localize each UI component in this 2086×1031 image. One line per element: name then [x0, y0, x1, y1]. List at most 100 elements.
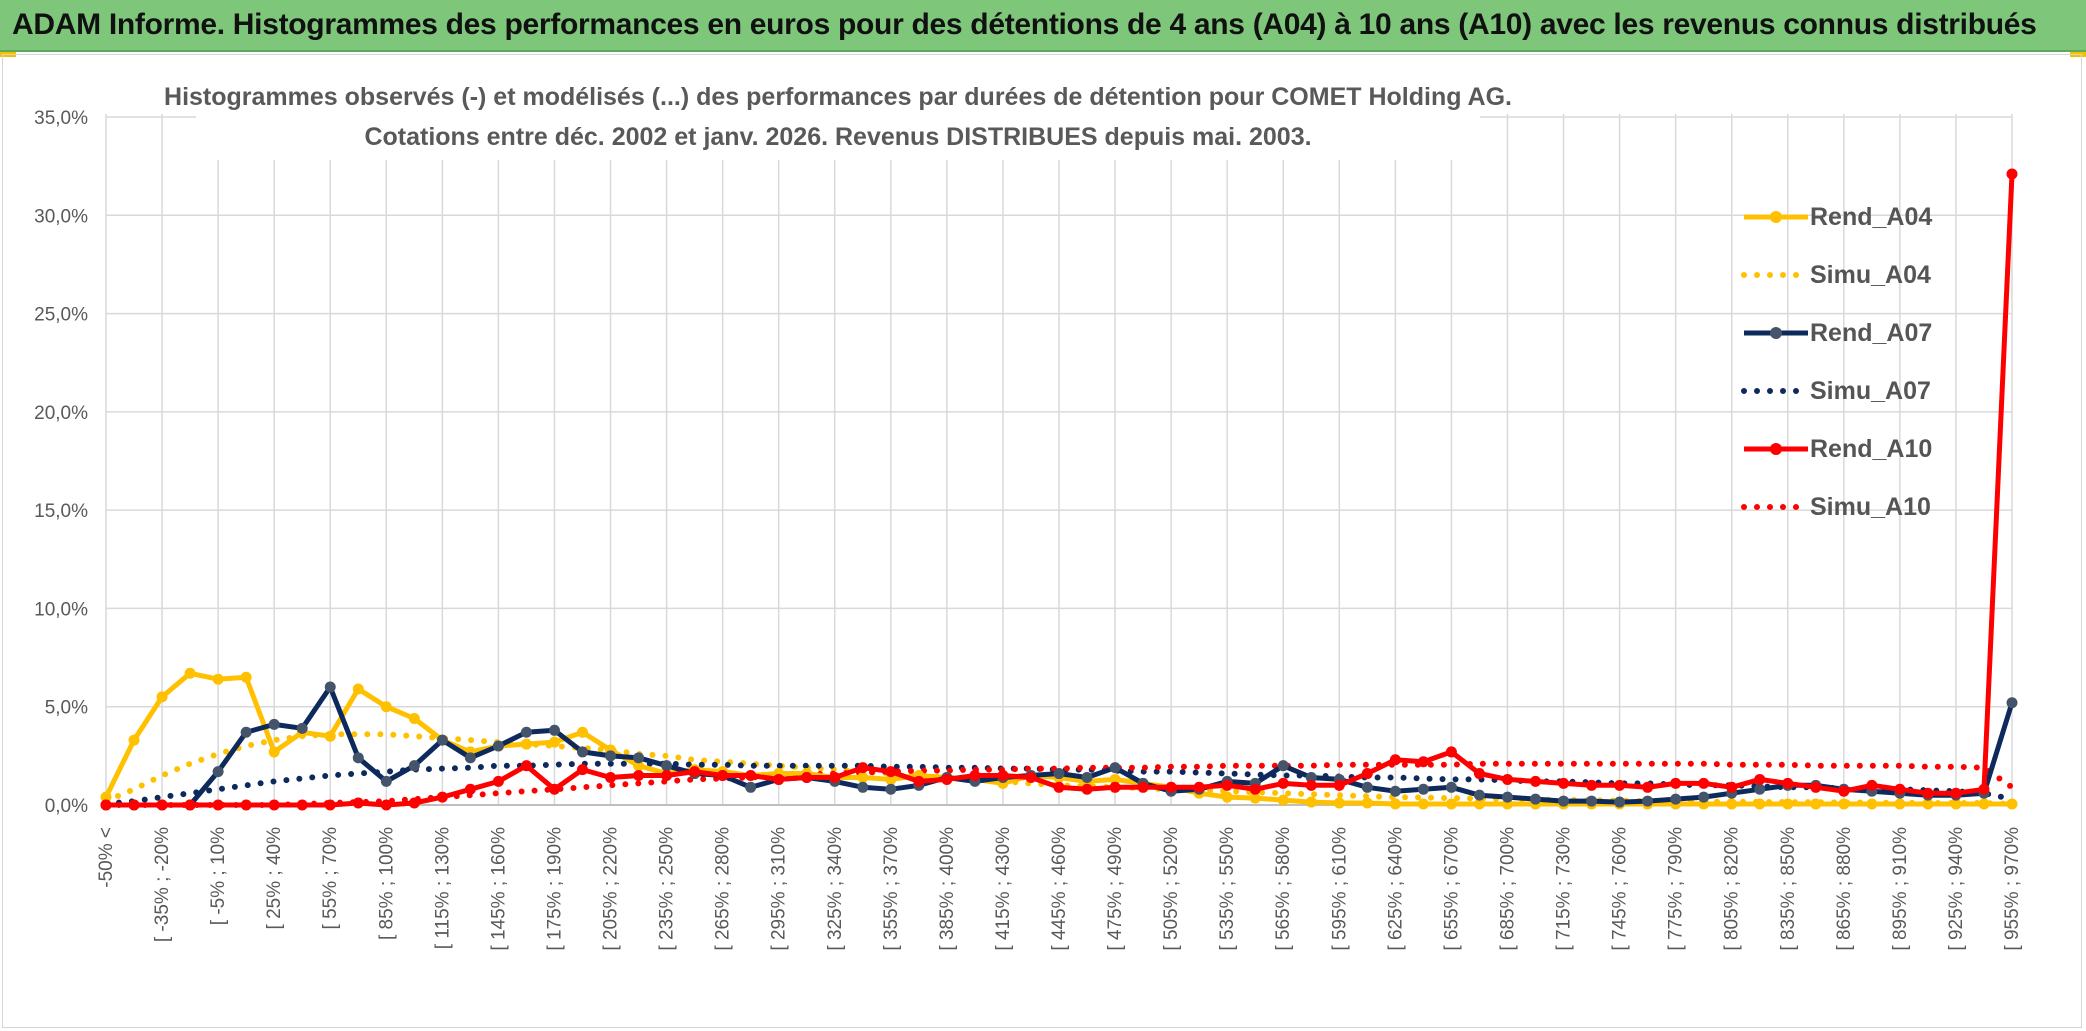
data-point-rend-a10 — [941, 773, 953, 785]
legend-item: Rend_A04 — [1730, 205, 1932, 263]
data-point-rend-a10 — [633, 770, 645, 782]
data-point-rend-a10 — [661, 770, 673, 782]
x-tick-label: [ 235% ; 250% — [657, 827, 678, 951]
data-point-rend-a07 — [2006, 697, 2018, 709]
x-tick-label: [ 655% ; 670% — [1441, 827, 1462, 951]
data-point-rend-a10 — [184, 799, 196, 811]
x-tick-label: [ -35% ; -20% — [152, 827, 173, 942]
data-point-rend-a07 — [1530, 793, 1541, 805]
data-point-rend-a07 — [464, 752, 476, 764]
x-tick-label: [ 355% ; 370% — [881, 827, 902, 951]
y-tick-label: 5,0% — [45, 698, 88, 719]
y-tick-label: 35,0% — [34, 108, 88, 129]
data-point-rend-a10 — [689, 766, 701, 778]
data-point-rend-a04 — [1417, 798, 1429, 810]
data-point-rend-a10 — [128, 799, 140, 811]
x-tick-label: [ 265% ; 280% — [713, 827, 734, 951]
data-point-rend-a07 — [352, 752, 364, 764]
report-title: ADAM Informe. Histogrammes des performan… — [12, 8, 2037, 41]
chart-frame — [2, 54, 2082, 1028]
data-point-rend-a10 — [1053, 781, 1065, 793]
y-tick-label: 0,0% — [45, 796, 88, 817]
legend-swatch — [1744, 211, 1808, 223]
data-point-rend-a10 — [156, 799, 168, 811]
data-point-rend-a07 — [1698, 791, 1710, 803]
data-point-rend-a10 — [913, 775, 925, 787]
x-tick-label: [ 625% ; 640% — [1385, 827, 1406, 951]
x-tick-label: [ 745% ; 760% — [1610, 827, 1631, 951]
legend-label: Simu_A04 — [1810, 261, 1931, 289]
data-point-rend-a07 — [1642, 795, 1654, 807]
x-tick-label: [ 835% ; 850% — [1778, 827, 1799, 951]
data-point-rend-a10 — [1642, 781, 1654, 793]
data-point-rend-a07 — [885, 783, 897, 795]
data-point-rend-a04 — [1445, 798, 1457, 810]
y-tick-label: 25,0% — [34, 305, 88, 326]
data-point-rend-a10 — [324, 799, 336, 811]
data-point-rend-a04 — [885, 773, 897, 785]
data-point-rend-a04 — [324, 730, 336, 742]
legend-label: Simu_A07 — [1810, 377, 1931, 405]
data-point-rend-a07 — [745, 781, 757, 793]
y-tick-label: 15,0% — [34, 501, 88, 522]
data-point-rend-a07 — [240, 726, 252, 738]
data-point-rend-a04 — [1109, 773, 1121, 785]
data-point-rend-a10 — [1726, 781, 1738, 793]
data-point-rend-a07 — [857, 781, 869, 793]
data-point-rend-a04 — [1838, 798, 1850, 810]
x-tick-label: [ 145% ; 160% — [488, 827, 509, 951]
data-point-rend-a07 — [1445, 781, 1457, 793]
data-point-rend-a07 — [661, 760, 673, 772]
data-point-rend-a10 — [1305, 779, 1317, 791]
y-tick-label: 20,0% — [34, 403, 88, 424]
data-point-rend-a10 — [857, 762, 869, 774]
data-point-rend-a04 — [156, 691, 168, 703]
data-point-rend-a10 — [352, 797, 364, 809]
data-point-rend-a04 — [352, 683, 364, 695]
data-point-rend-a10 — [1025, 771, 1037, 783]
data-point-rend-a10 — [1473, 768, 1485, 780]
legend-item: Simu_A10 — [1730, 495, 1931, 553]
data-point-rend-a07 — [1053, 768, 1065, 780]
data-point-rend-a04 — [1249, 792, 1261, 804]
data-point-rend-a10 — [885, 766, 897, 778]
x-tick-label: [ -5% ; 10% — [208, 827, 229, 925]
data-point-rend-a10 — [548, 783, 560, 795]
data-point-rend-a04 — [184, 667, 196, 679]
data-point-rend-a10 — [1081, 783, 1093, 795]
data-point-rend-a10 — [1501, 773, 1513, 785]
data-point-rend-a10 — [1754, 773, 1766, 785]
data-point-rend-a10 — [801, 771, 813, 783]
x-tick-label: [ 25% ; 40% — [264, 827, 285, 930]
x-tick-label: [ 295% ; 310% — [769, 827, 790, 951]
data-point-rend-a10 — [1249, 783, 1261, 795]
data-point-rend-a07 — [1417, 783, 1429, 795]
data-point-rend-a10 — [1782, 777, 1794, 789]
legend-swatch — [1741, 504, 1811, 510]
x-tick-label: -50% < — [96, 827, 117, 888]
data-point-rend-a04 — [240, 671, 252, 683]
data-point-rend-a07 — [1614, 796, 1626, 808]
data-point-rend-a07 — [577, 746, 588, 758]
x-tick-label: [ 715% ; 730% — [1554, 827, 1575, 951]
data-point-rend-a10 — [1978, 783, 1990, 795]
data-point-rend-a10 — [1445, 746, 1457, 758]
data-point-rend-a07 — [1670, 793, 1682, 805]
data-point-rend-a04 — [380, 701, 392, 713]
data-point-rend-a04 — [1810, 798, 1822, 810]
data-point-rend-a04 — [1389, 798, 1401, 810]
data-point-rend-a10 — [492, 775, 504, 787]
data-point-rend-a07 — [436, 734, 448, 746]
data-point-rend-a10 — [1137, 781, 1149, 793]
x-tick-label: [ 55% ; 70% — [320, 827, 341, 930]
data-point-rend-a07 — [548, 724, 560, 736]
data-point-rend-a07 — [1754, 783, 1766, 795]
data-point-rend-a04 — [212, 673, 224, 685]
data-point-rend-a04 — [1305, 796, 1317, 808]
data-point-rend-a04 — [857, 771, 869, 783]
data-point-rend-a10 — [520, 760, 532, 772]
data-point-rend-a10 — [1530, 775, 1541, 787]
legend-swatch — [1741, 272, 1811, 278]
data-point-rend-a10 — [997, 770, 1009, 782]
